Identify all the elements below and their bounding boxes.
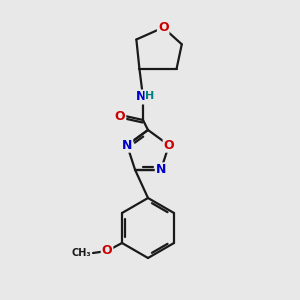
Text: CH₃: CH₃ <box>71 248 91 258</box>
Text: H: H <box>146 91 154 101</box>
Text: O: O <box>115 110 125 122</box>
Text: O: O <box>158 21 169 34</box>
Text: O: O <box>102 244 112 257</box>
Text: N: N <box>122 139 132 152</box>
Text: O: O <box>164 139 174 152</box>
Text: N: N <box>156 163 166 176</box>
Text: N: N <box>136 91 146 103</box>
